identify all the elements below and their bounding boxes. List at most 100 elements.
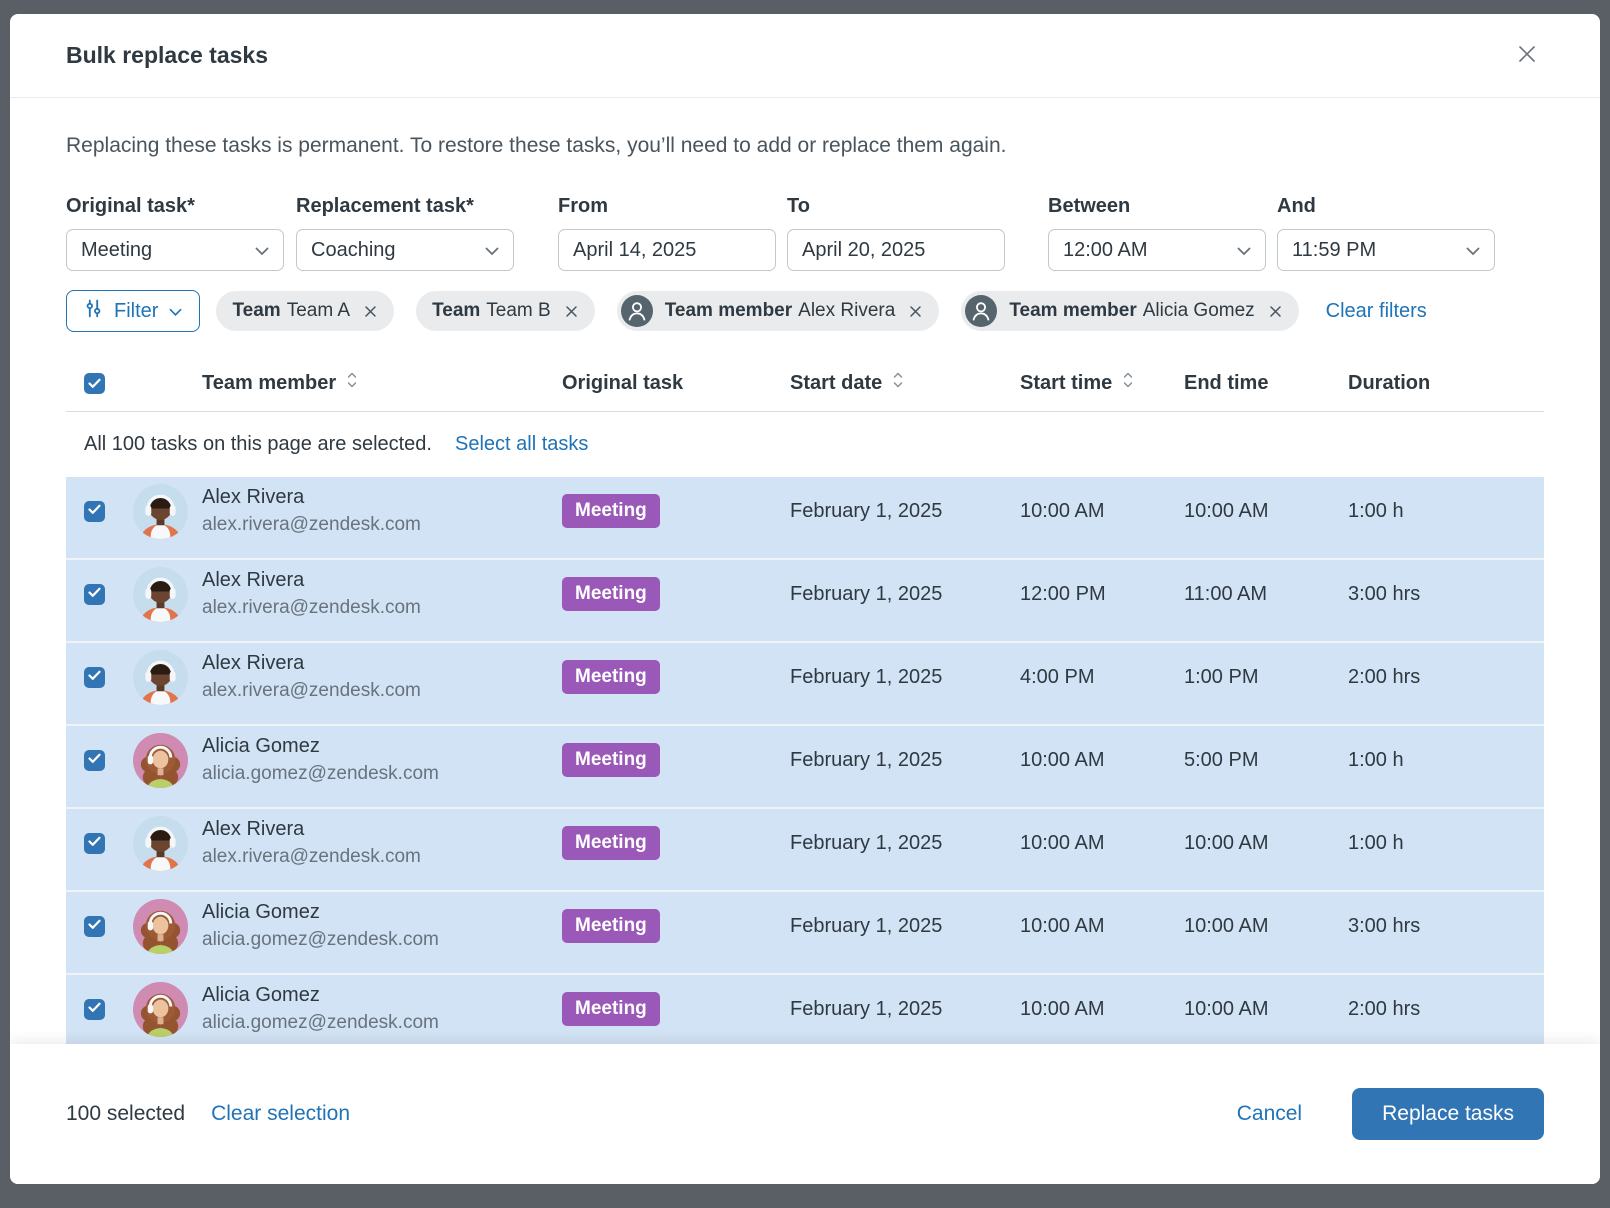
to-date-input[interactable] [787, 229, 1005, 271]
dialog-header: Bulk replace tasks [10, 14, 1600, 98]
start-date-cell: February 1, 2025 [790, 914, 943, 937]
avatar-cell [133, 649, 202, 705]
member-cell: Alex Rivera alex.rivera@zendesk.com [202, 818, 562, 868]
task-badge: Meeting [562, 826, 660, 860]
table-row: Alex Rivera alex.rivera@zendesk.com Meet… [66, 477, 1544, 560]
chevron-down-icon [1237, 239, 1251, 262]
replace-tasks-button[interactable]: Replace tasks [1352, 1088, 1544, 1140]
replacement-task-value: Coaching [311, 238, 396, 261]
task-badge: Meeting [562, 992, 660, 1026]
task-badge: Meeting [562, 494, 660, 528]
selection-banner: All 100 tasks on this page are selected.… [66, 412, 1544, 477]
between-time-value: 12:00 AM [1063, 238, 1148, 261]
duration-cell: 1:00 h [1348, 831, 1404, 854]
avatar-cell [133, 566, 202, 622]
and-label: And [1277, 195, 1316, 217]
avatar [133, 566, 188, 622]
task-cell: Meeting [562, 826, 790, 860]
column-start-date-label: Start date [790, 371, 883, 394]
row-checkbox[interactable] [84, 583, 105, 605]
row-checkbox[interactable] [84, 500, 105, 522]
column-start-date[interactable]: Start date [790, 371, 1020, 395]
chip-close-icon[interactable] [908, 304, 923, 319]
column-start-time-label: Start time [1020, 371, 1113, 394]
avatar-cell [133, 898, 202, 954]
row-checkbox[interactable] [84, 832, 105, 854]
row-checkbox[interactable] [84, 749, 105, 771]
clear-filters-link[interactable]: Clear filters [1325, 299, 1427, 322]
duration-cell: 2:00 hrs [1348, 997, 1421, 1020]
member-name: Alicia Gomez [202, 901, 320, 923]
checkmark-icon [88, 585, 101, 603]
chevron-down-icon [169, 300, 182, 323]
task-cell: Meeting [562, 743, 790, 777]
task-cell: Meeting [562, 660, 790, 694]
between-time-select[interactable]: 12:00 AM [1048, 229, 1266, 271]
duration-cell: 3:00 hrs [1348, 582, 1421, 605]
close-button[interactable] [1510, 39, 1544, 73]
original-task-field: Original task* Meeting [66, 195, 284, 271]
checkmark-icon [88, 751, 101, 769]
member-name: Alicia Gomez [202, 735, 320, 757]
start-time-cell: 10:00 AM [1020, 499, 1105, 522]
to-date-field: To [787, 195, 1005, 271]
member-name: Alex Rivera [202, 569, 305, 591]
task-cell: Meeting [562, 494, 790, 528]
task-cell: Meeting [562, 577, 790, 611]
warning-text: Replacing these tasks is permanent. To r… [66, 134, 1007, 157]
duration-cell: 3:00 hrs [1348, 914, 1421, 937]
end-time-cell: 10:00 AM [1184, 914, 1269, 937]
avatar-cell [133, 981, 202, 1037]
row-checkbox-cell [66, 915, 133, 937]
end-time-cell: 11:00 AM [1184, 582, 1268, 605]
filter-chip: Team Team A [216, 291, 395, 331]
clear-selection-link[interactable]: Clear selection [211, 1102, 350, 1125]
column-end-time: End time [1184, 372, 1348, 395]
checkmark-icon [88, 668, 101, 686]
filter-button[interactable]: Filter [66, 290, 201, 332]
avatar [133, 981, 188, 1037]
between-label: Between [1048, 195, 1131, 217]
member-email: alex.rivera@zendesk.com [202, 680, 421, 701]
and-time-field: And 11:59 PM [1277, 195, 1495, 271]
member-name: Alicia Gomez [202, 984, 320, 1006]
select-all-checkbox[interactable] [84, 372, 105, 394]
row-checkbox[interactable] [84, 915, 105, 937]
end-time-cell: 5:00 PM [1184, 748, 1259, 771]
table-row: Alex Rivera alex.rivera@zendesk.com Meet… [66, 809, 1544, 892]
column-team-member[interactable]: Team member [202, 371, 562, 395]
end-time-cell: 1:00 PM [1184, 665, 1259, 688]
sort-icon [345, 371, 359, 395]
avatar-cell [133, 483, 202, 539]
replacement-task-select[interactable]: Coaching [296, 229, 514, 271]
member-email: alex.rivera@zendesk.com [202, 846, 421, 867]
selected-count: 100 selected [66, 1102, 186, 1125]
row-checkbox[interactable] [84, 666, 105, 688]
and-time-value: 11:59 PM [1292, 238, 1377, 261]
column-original-task: Original task [562, 372, 790, 395]
chip-type-label: Team [232, 300, 281, 321]
column-start-time[interactable]: Start time [1020, 371, 1184, 395]
column-duration-label: Duration [1348, 371, 1431, 394]
chevron-down-icon [1466, 239, 1480, 262]
member-cell: Alex Rivera alex.rivera@zendesk.com [202, 652, 562, 702]
chip-close-icon[interactable] [1268, 304, 1283, 319]
checkmark-icon [88, 1000, 101, 1018]
from-date-input[interactable] [558, 229, 776, 271]
original-task-select[interactable]: Meeting [66, 229, 284, 271]
end-time-cell: 10:00 AM [1184, 831, 1269, 854]
select-all-tasks-link[interactable]: Select all tasks [455, 433, 589, 455]
chip-close-icon[interactable] [564, 304, 579, 319]
row-checkbox[interactable] [84, 998, 105, 1020]
and-time-select[interactable]: 11:59 PM [1277, 229, 1495, 271]
start-time-cell: 4:00 PM [1020, 665, 1095, 688]
member-cell: Alex Rivera alex.rivera@zendesk.com [202, 486, 562, 536]
chip-value: Alex Rivera [798, 300, 896, 321]
dialog-title: Bulk replace tasks [66, 42, 269, 68]
filter-chip: Team member Alex Rivera [616, 291, 940, 331]
avatar [133, 898, 188, 954]
table-row: Alex Rivera alex.rivera@zendesk.com Meet… [66, 643, 1544, 726]
chip-close-icon[interactable] [363, 304, 378, 319]
cancel-button[interactable]: Cancel [1236, 1102, 1303, 1125]
filter-chips: Team Team A Team Team B Team member Alex… [216, 291, 1299, 331]
